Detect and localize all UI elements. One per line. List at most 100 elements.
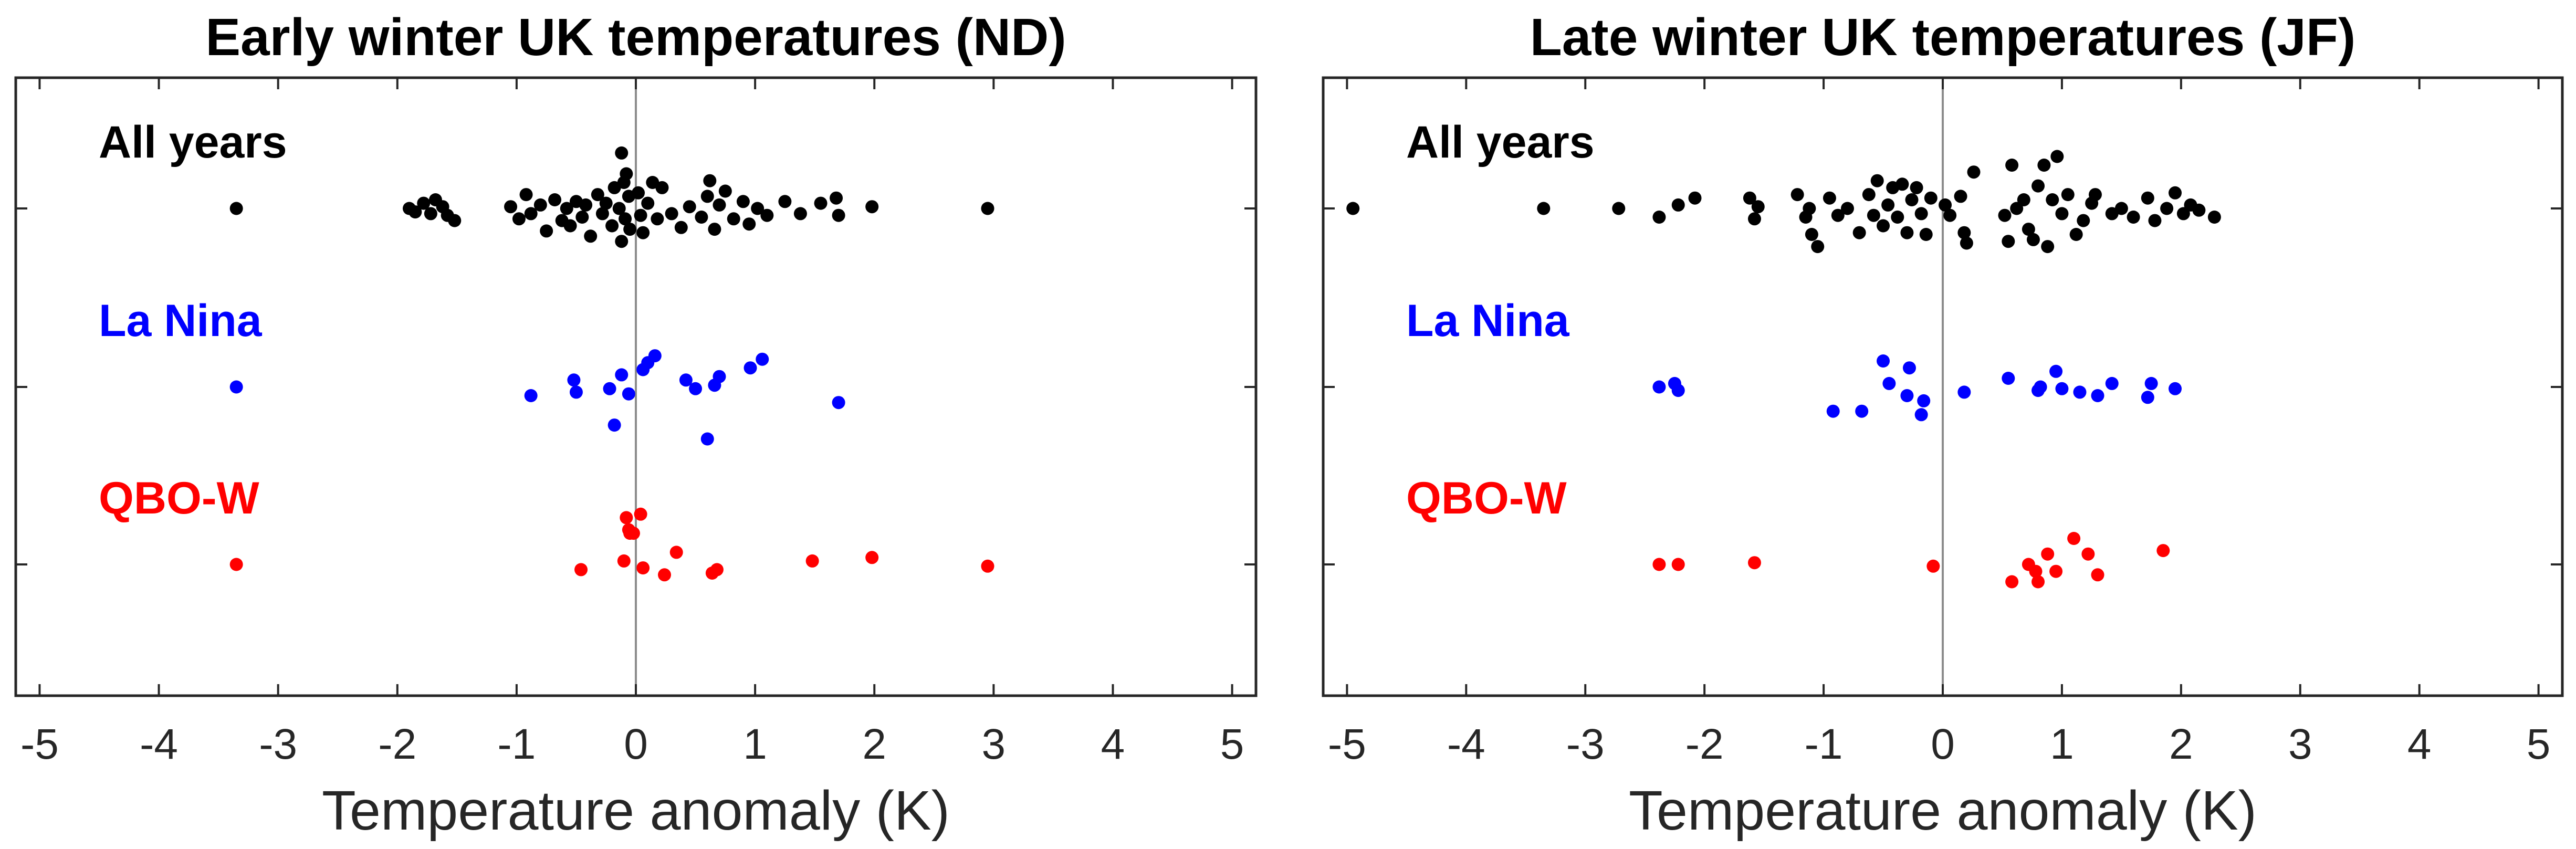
data-point: [718, 184, 732, 198]
data-point: [2002, 372, 2015, 385]
data-point: [2141, 391, 2154, 404]
data-point: [708, 223, 721, 236]
data-point: [2055, 382, 2069, 395]
data-point: [665, 207, 678, 221]
data-point: [1998, 208, 2012, 222]
data-point: [591, 188, 604, 202]
data-point: [1811, 240, 1825, 254]
data-point: [612, 202, 626, 215]
data-point: [620, 511, 633, 525]
data-point: [512, 212, 526, 226]
x-tick-label: 5: [1220, 720, 1244, 768]
group-label: All years: [1406, 117, 1595, 167]
data-point: [1900, 389, 1914, 402]
data-point: [805, 554, 819, 568]
data-point: [679, 373, 693, 387]
data-point: [1877, 219, 1890, 233]
data-point: [1926, 559, 1940, 573]
data-point: [229, 558, 243, 571]
data-point: [1852, 226, 1866, 239]
data-point: [1924, 191, 1938, 205]
data-point: [1652, 380, 1666, 394]
data-point: [2055, 207, 2069, 221]
data-point: [634, 507, 647, 521]
x-tick-label: -3: [259, 720, 297, 768]
data-point: [548, 193, 562, 206]
data-point: [751, 202, 765, 215]
data-point: [2067, 532, 2081, 545]
data-point: [778, 195, 792, 208]
data-point: [595, 207, 609, 221]
x-axis-label: Temperature anomaly (K): [1629, 780, 2257, 842]
data-point: [1652, 211, 1666, 224]
data-point: [1896, 177, 1909, 191]
x-tick-label: -5: [1328, 720, 1366, 768]
data-point: [865, 200, 879, 214]
data-point: [1905, 193, 1919, 206]
data-point: [1790, 188, 1804, 202]
group-label: QBO-W: [1406, 473, 1567, 523]
data-point: [579, 198, 593, 212]
data-point: [533, 198, 547, 212]
x-tick-label: -1: [1805, 720, 1843, 768]
data-point: [648, 349, 662, 363]
data-point: [1862, 188, 1876, 202]
data-point: [1914, 207, 1928, 221]
data-point: [1891, 211, 1904, 224]
data-point: [1882, 376, 1896, 390]
data-point: [1747, 556, 1761, 570]
data-point: [1671, 198, 1685, 212]
data-point: [1346, 202, 1360, 215]
data-point: [2005, 575, 2019, 589]
data-point: [2010, 202, 2024, 215]
data-point: [1877, 354, 1890, 368]
data-point: [1747, 212, 1761, 226]
data-point: [424, 207, 437, 221]
x-tick-label: 2: [862, 720, 886, 768]
data-point: [567, 373, 581, 387]
data-point: [674, 221, 688, 234]
data-point: [2002, 235, 2015, 248]
x-tick-label: -3: [1566, 720, 1605, 768]
data-point: [1881, 198, 1895, 212]
data-point: [623, 223, 637, 236]
data-point: [2034, 380, 2047, 394]
x-tick-label: 4: [2407, 720, 2432, 768]
data-point: [2050, 150, 2064, 163]
data-point: [742, 217, 756, 231]
data-point: [1831, 208, 1845, 222]
data-point: [2192, 203, 2206, 217]
data-point: [1939, 198, 1952, 212]
data-point: [2114, 202, 2128, 215]
data-point: [713, 198, 726, 212]
group-label: La Nina: [1406, 296, 1570, 346]
data-point: [2081, 547, 2095, 561]
data-point: [2069, 228, 2083, 241]
panel-late-winter: Late winter UK temperatures (JF) -5 -4 -3 -2…: [1322, 8, 2564, 842]
data-point: [683, 200, 696, 214]
x-tick-label: -4: [140, 720, 178, 768]
chart-title: Early winter UK temperatures (ND): [205, 8, 1066, 67]
data-point: [1914, 408, 1928, 422]
x-axis-label: Temperature anomaly (K): [322, 780, 950, 842]
data-point: [710, 563, 724, 577]
data-point: [1537, 202, 1551, 215]
data-point: [2127, 211, 2140, 224]
data-point: [1743, 191, 1756, 205]
data-point: [1902, 361, 1916, 375]
data-point: [981, 559, 994, 573]
data-point: [669, 546, 683, 559]
data-point: [524, 207, 538, 221]
data-point: [2041, 240, 2055, 254]
group-label: All years: [99, 117, 287, 167]
x-tick-label: 4: [1101, 720, 1125, 768]
data-point: [700, 190, 714, 203]
data-point: [1826, 404, 1840, 418]
data-point: [695, 211, 708, 224]
data-point: [736, 195, 750, 208]
data-point: [2156, 544, 2170, 558]
data-point: [2207, 211, 2221, 224]
data-point: [2105, 376, 2119, 390]
data-point: [634, 208, 647, 222]
